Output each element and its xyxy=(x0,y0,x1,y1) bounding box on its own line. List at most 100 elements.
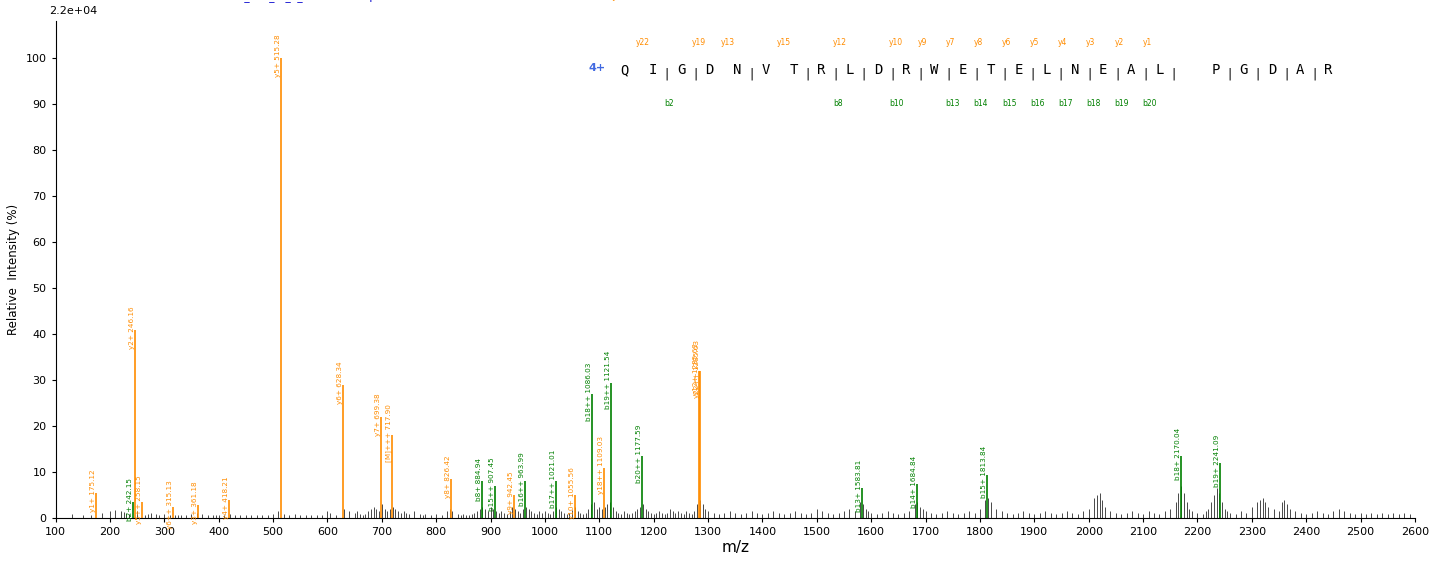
Text: W: W xyxy=(931,64,939,78)
Text: b20++ 1177.59: b20++ 1177.59 xyxy=(636,425,642,483)
Text: |: | xyxy=(1031,67,1035,80)
Text: b19: b19 xyxy=(1114,99,1129,108)
Text: A: A xyxy=(1295,64,1304,78)
Text: y2: y2 xyxy=(1114,38,1123,47)
X-axis label: m/z: m/z xyxy=(721,540,750,555)
Text: b17++ 1021.01: b17++ 1021.01 xyxy=(550,450,556,508)
Text: b20: b20 xyxy=(1143,99,1157,108)
Text: b18+ 2170.04: b18+ 2170.04 xyxy=(1175,428,1182,480)
Text: E: E xyxy=(1099,64,1107,78)
Text: Q: Q xyxy=(620,64,629,78)
Text: |: | xyxy=(1002,67,1007,80)
Text: |: | xyxy=(806,67,810,80)
Text: y6++ 315.13: y6++ 315.13 xyxy=(167,480,172,529)
Text: |: | xyxy=(862,67,866,80)
Text: y3+ 361.18: y3+ 361.18 xyxy=(191,482,198,524)
Text: G: G xyxy=(1239,64,1248,78)
Text: b18++ 1086.03: b18++ 1086.03 xyxy=(586,362,592,421)
Text: |: | xyxy=(1284,67,1288,80)
Text: E: E xyxy=(958,64,966,78)
Text: |: | xyxy=(975,67,978,80)
Text: y4+ 418.21: y4+ 418.21 xyxy=(223,476,228,519)
Text: y5+ 515.28: y5+ 515.28 xyxy=(276,34,281,77)
Text: b17: b17 xyxy=(1058,99,1073,108)
Text: y12: y12 xyxy=(833,38,847,47)
Text: V: V xyxy=(761,64,770,78)
Text: |: | xyxy=(1313,67,1317,80)
Text: y8: y8 xyxy=(974,38,982,47)
Text: |: | xyxy=(834,67,837,80)
Text: y9: y9 xyxy=(918,38,926,47)
Text: 2.2e+04: 2.2e+04 xyxy=(49,6,98,16)
Text: |: | xyxy=(946,67,951,80)
Text: y1: y1 xyxy=(1143,38,1152,47)
Text: y7: y7 xyxy=(945,38,955,47)
Text: |: | xyxy=(1256,67,1259,80)
Text: E: E xyxy=(1014,64,1022,78)
Text: T: T xyxy=(987,64,995,78)
Text: R: R xyxy=(817,64,826,78)
Text: |: | xyxy=(694,67,696,80)
Text: b8+ 884.94: b8+ 884.94 xyxy=(477,457,482,501)
Text: b2+ 242.15: b2+ 242.15 xyxy=(126,478,132,522)
Text: y22++ 1285.63: y22++ 1285.63 xyxy=(694,339,701,398)
Text: b13: b13 xyxy=(945,99,961,108)
Text: b14: b14 xyxy=(974,99,988,108)
Text: b16: b16 xyxy=(1030,99,1044,108)
Text: L: L xyxy=(1043,64,1051,78)
Text: |: | xyxy=(1143,67,1147,80)
Text: N: N xyxy=(1071,64,1080,78)
Text: y9+ 942.45: y9+ 942.45 xyxy=(508,472,514,514)
Text: L: L xyxy=(846,64,854,78)
Text: y5: y5 xyxy=(1030,38,1040,47)
Text: b10: b10 xyxy=(889,99,903,108)
Text: P: P xyxy=(1212,64,1221,78)
Text: b18: b18 xyxy=(1086,99,1100,108)
Text: 4+: 4+ xyxy=(589,63,606,73)
Text: T: T xyxy=(790,64,798,78)
Text: |: | xyxy=(1228,67,1232,80)
Text: L: L xyxy=(1155,64,1163,78)
Text: y5++ 258.15: y5++ 258.15 xyxy=(135,475,142,524)
Text: y12+ 1285.63: y12+ 1285.63 xyxy=(692,343,699,395)
Text: R: R xyxy=(902,64,910,78)
Text: I: I xyxy=(649,64,658,78)
Text: |: | xyxy=(890,67,895,80)
Text: y10+ 1055.56: y10+ 1055.56 xyxy=(569,467,576,519)
Text: b2: b2 xyxy=(663,99,673,108)
Text: Locus:1.1.1.2307.13 File:"20181025_001_ID_9_10.wiff"   Seq:: Locus:1.1.1.2307.13 File:"20181025_001_I… xyxy=(56,0,379,2)
Text: G: G xyxy=(676,64,685,78)
Y-axis label: Relative  Intensity (%): Relative Intensity (%) xyxy=(7,204,20,336)
Text: b16++ 963.99: b16++ 963.99 xyxy=(520,452,526,506)
Text: y22: y22 xyxy=(636,38,651,47)
Text: |: | xyxy=(918,67,922,80)
Text: y19: y19 xyxy=(692,38,707,47)
Text: y15: y15 xyxy=(777,38,791,47)
Text: D: D xyxy=(1268,64,1277,78)
Text: y13: y13 xyxy=(721,38,734,47)
Text: QIGDNVTRLDRWETELNEAL PGDAR: QIGDNVTRLDRWETELNEAL PGDAR xyxy=(609,0,787,2)
Text: |: | xyxy=(1058,67,1063,80)
Text: y6: y6 xyxy=(1002,38,1011,47)
Text: |: | xyxy=(750,67,754,80)
Text: |: | xyxy=(665,67,669,80)
Text: [M]+++ 717.90: [M]+++ 717.90 xyxy=(385,404,392,462)
Text: y8+ 826.42: y8+ 826.42 xyxy=(445,456,451,498)
Text: |: | xyxy=(1116,67,1119,80)
Text: y18++ 1109.03: y18++ 1109.03 xyxy=(599,436,605,495)
Text: b15: b15 xyxy=(1002,99,1017,108)
Text: y1+ 175.12: y1+ 175.12 xyxy=(90,469,96,512)
Text: y6+ 628.34: y6+ 628.34 xyxy=(337,361,343,404)
Text: b15+ 1813.84: b15+ 1813.84 xyxy=(981,446,988,498)
Text: b14+ 1684.84: b14+ 1684.84 xyxy=(912,455,918,507)
Text: A: A xyxy=(1127,64,1136,78)
Text: b8: b8 xyxy=(833,99,843,108)
Text: b15++ 907.45: b15++ 907.45 xyxy=(488,457,494,511)
Text: b13+ 1583.81: b13+ 1583.81 xyxy=(856,460,863,512)
Text: D: D xyxy=(705,64,714,78)
Text: y7+ 699.38: y7+ 699.38 xyxy=(375,393,382,436)
Text: b19++ 1121.54: b19++ 1121.54 xyxy=(605,351,612,409)
Text: b19+ 2241.09: b19+ 2241.09 xyxy=(1213,434,1219,487)
Text: N: N xyxy=(732,64,741,78)
Text: y4: y4 xyxy=(1058,38,1067,47)
